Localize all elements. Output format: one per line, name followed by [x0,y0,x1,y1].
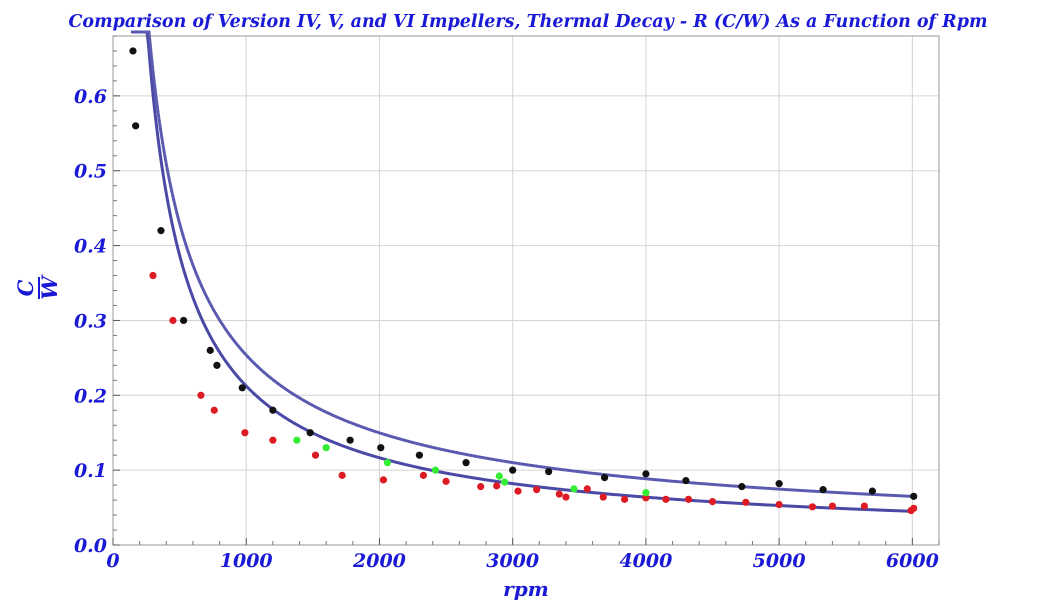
red-data-point [149,271,157,280]
black-data-point [132,122,140,130]
y-axis-label-numerator: C [13,279,38,296]
x-tick-label: 4000 [619,550,672,572]
black-data-point [738,483,746,491]
red-data-point [662,495,670,503]
red-data-point [642,494,650,502]
black-data-point [509,466,517,474]
y-tick-label: 0.1 [74,460,107,482]
red-data-point [269,436,277,444]
y-axis-label-denominator: W [37,274,62,300]
x-tick-label: 2000 [352,550,406,572]
axis-ticks [112,35,940,546]
red-data-point [808,503,817,511]
black-data-point [269,406,277,414]
x-axis-label: rpm [503,577,549,601]
black-data-point [306,429,314,437]
x-tick-label: 5000 [753,550,806,572]
x-tick-label: 3000 [486,550,539,572]
y-tick-label: 0.5 [74,161,107,183]
red-data-point [620,495,629,503]
red-data-point [419,471,428,479]
red-data-point [684,495,693,503]
black-data-point [462,459,470,467]
black-data-point [775,480,783,488]
red-data-point [742,498,750,506]
green-data-point [501,478,509,486]
black-data-point [868,487,876,495]
red-data-point [708,497,717,506]
red-data-point [860,502,868,510]
chart-title: Comparison of Version IV, V, and VI Impe… [69,12,988,32]
black-data-point [415,451,424,459]
red-data-point [210,406,218,414]
y-tick-label: 0.3 [74,310,107,332]
black-data-point [910,492,918,500]
green-data-point [495,472,503,480]
green-data-point [383,459,392,467]
red-data-point [828,502,837,510]
red-data-point [311,451,320,459]
black-data-point [346,436,354,444]
green-data-point [570,485,578,493]
data-points [129,47,918,515]
red-data-point [555,490,563,498]
black-data-point [129,47,137,55]
black-data-point [642,470,650,478]
dashed-fit-curve [131,30,914,498]
y-tick-label: 0.2 [74,385,107,407]
black-data-point [819,486,827,494]
y-tick-label: 0.6 [74,86,107,108]
red-data-point [910,504,918,512]
red-data-point [514,487,522,495]
x-tick-label: 0 [106,550,119,572]
green-data-point [431,466,440,474]
red-data-point [169,316,177,325]
red-data-point [599,493,607,501]
red-data-point [241,429,249,437]
y-tick-labels: 0.0 0.1 0.2 0.3 0.4 0.5 0.6 [74,86,107,557]
plot-background [113,36,939,545]
black-data-point [601,474,609,482]
black-data-point [238,384,246,392]
red-data-point [338,471,346,479]
x-tick-labels: 0 1000 2000 3000 4000 5000 6000 [106,550,938,572]
black-data-point [682,477,690,485]
red-data-point [533,486,541,494]
black-data-point [213,361,221,369]
black-data-point [180,316,188,325]
red-data-point [197,391,205,399]
black-data-point [545,468,553,476]
x-tick-label: 1000 [220,550,273,572]
green-data-point [322,444,330,452]
plot-area [112,30,940,546]
red-data-point [477,483,485,491]
grid [113,36,939,545]
green-data-point [642,489,650,497]
black-data-point [377,444,385,452]
black-data-point [157,227,165,235]
red-data-point [442,477,450,485]
black-data-point [206,346,214,354]
y-tick-label: 0.4 [74,236,107,258]
red-data-point [775,500,783,509]
red-data-point [562,493,570,501]
y-axis-label: C W [13,274,62,300]
y-tick-label: 0.0 [74,535,107,557]
green-data-point [293,436,301,444]
red-data-point [583,485,591,493]
x-tick-label: 6000 [886,550,939,572]
red-data-point [379,476,388,484]
red-data-point [493,482,501,490]
